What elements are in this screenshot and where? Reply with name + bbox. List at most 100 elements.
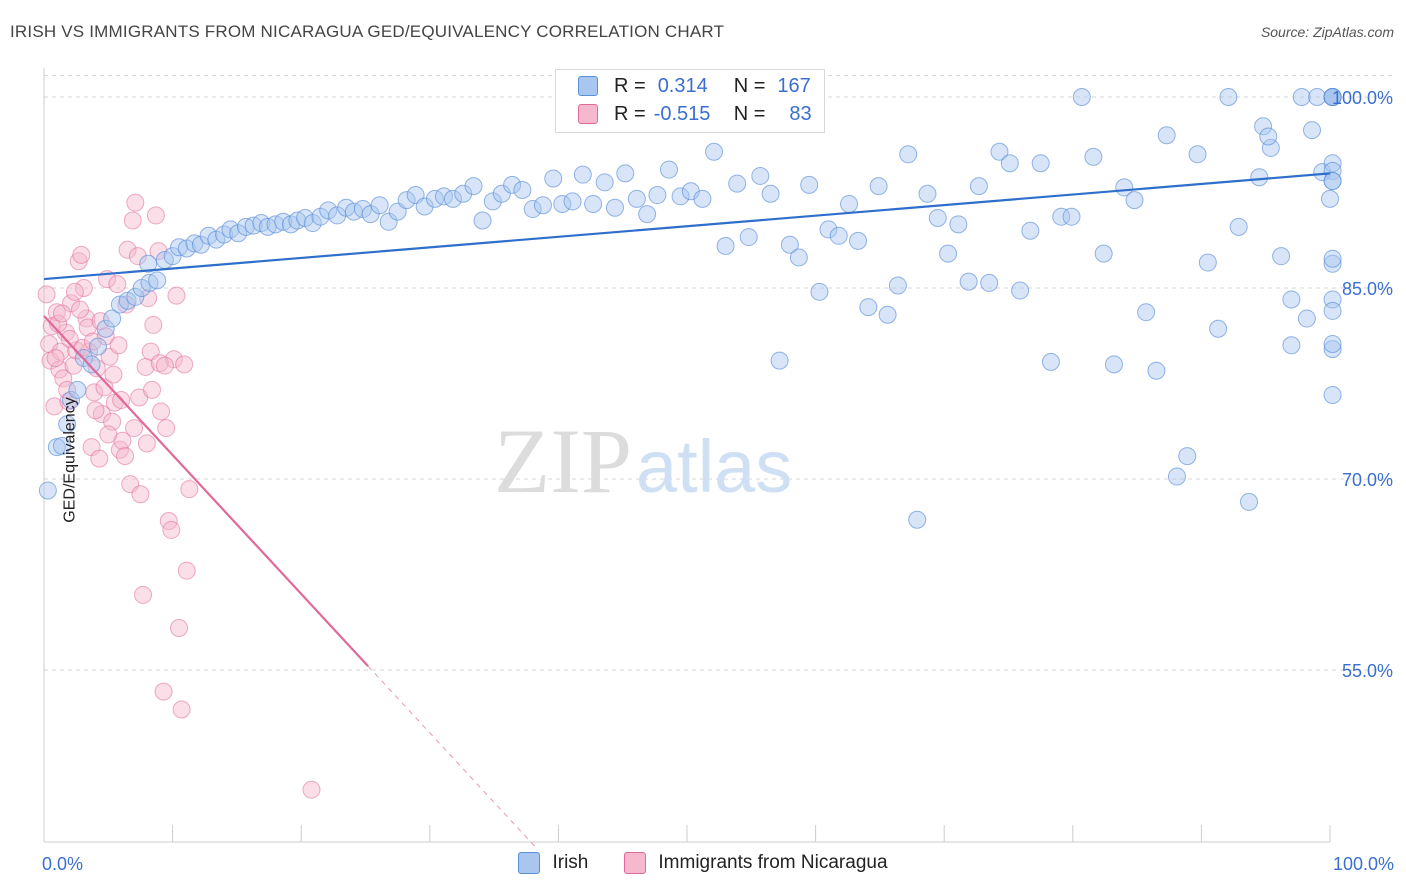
point-irish <box>908 510 927 529</box>
axes <box>43 68 1331 843</box>
point-irish <box>1062 207 1081 226</box>
point-nicaragua <box>155 356 174 375</box>
point-nicaragua <box>167 286 186 305</box>
point-irish <box>1104 355 1123 374</box>
stats-row-irish: R = 0.314 N = 167 <box>556 73 811 99</box>
point-irish <box>939 244 958 263</box>
point-nicaragua <box>46 349 65 368</box>
point-nicaragua <box>125 419 144 438</box>
point-nicaragua <box>149 242 168 261</box>
legend-label-nicaragua: Immigrants from Nicaragua <box>658 852 888 873</box>
point-irish <box>328 206 347 225</box>
point-irish <box>1021 221 1040 240</box>
point-irish <box>553 194 572 213</box>
legend-label-irish: Irish <box>552 852 589 873</box>
point-irish <box>705 142 724 161</box>
point-irish <box>1292 88 1311 106</box>
point-nicaragua <box>53 304 72 323</box>
point-irish <box>1250 168 1269 187</box>
legend: Irish Immigrants from Nicaragua <box>0 852 1406 874</box>
stats-r-value: 0.314 <box>657 74 708 97</box>
point-irish <box>139 254 158 273</box>
point-irish <box>888 276 907 295</box>
point-irish <box>1254 117 1273 136</box>
point-irish <box>980 273 999 292</box>
point-irish <box>1323 254 1342 273</box>
point-nicaragua <box>72 245 91 264</box>
point-irish <box>1000 154 1019 173</box>
point-irish <box>751 166 770 185</box>
point-irish <box>1272 247 1291 266</box>
grid-lines <box>44 75 1395 671</box>
point-irish <box>1323 340 1342 359</box>
point-irish <box>483 192 502 211</box>
trend-irish <box>43 172 1331 281</box>
stats-n-value: 83 <box>789 102 812 125</box>
points-irish <box>38 88 1342 529</box>
point-irish <box>1219 88 1238 106</box>
point-irish <box>899 145 918 164</box>
stats-r-label: R = <box>614 102 646 125</box>
point-irish <box>53 436 72 455</box>
point-irish <box>1323 249 1342 268</box>
stats-r-value: -0.515 <box>653 102 711 125</box>
point-nicaragua <box>128 247 147 266</box>
point-nicaragua <box>177 561 196 580</box>
point-nicaragua <box>157 419 176 438</box>
point-irish <box>62 391 81 410</box>
point-irish <box>739 228 758 247</box>
point-nicaragua <box>95 378 114 397</box>
point-irish <box>829 226 848 245</box>
point-irish <box>789 248 808 267</box>
point-nicaragua <box>37 285 56 304</box>
point-nicaragua <box>116 447 135 466</box>
point-irish <box>1321 189 1339 208</box>
point-irish <box>1041 352 1060 371</box>
point-irish <box>949 215 968 234</box>
point-irish <box>563 192 582 211</box>
point-irish <box>1072 88 1091 106</box>
point-nicaragua <box>144 315 163 334</box>
point-nicaragua <box>71 300 90 319</box>
point-nicaragua <box>154 682 173 701</box>
point-nicaragua <box>175 355 194 374</box>
point-irish <box>800 175 819 194</box>
point-irish <box>1323 301 1342 320</box>
point-irish <box>126 287 145 306</box>
stats-row-nicaragua: R = -0.515 N = 83 <box>556 101 812 127</box>
point-irish <box>58 415 77 434</box>
point-nicaragua <box>58 380 77 399</box>
point-irish <box>523 200 542 219</box>
point-irish <box>103 309 122 328</box>
point-irish <box>1297 309 1316 328</box>
y-tick-label: 100.0% <box>1332 88 1393 108</box>
legend-item-irish: Irish <box>518 852 588 874</box>
point-irish <box>163 247 182 266</box>
point-nicaragua <box>60 329 79 348</box>
point-irish <box>595 173 614 192</box>
point-irish <box>1282 336 1301 355</box>
point-irish <box>627 189 646 208</box>
point-irish <box>96 319 115 338</box>
point-irish <box>1259 127 1278 146</box>
point-irish <box>780 235 799 254</box>
point-nicaragua <box>96 327 115 346</box>
point-irish <box>1261 138 1280 157</box>
point-irish <box>671 187 690 206</box>
point-irish <box>1308 88 1327 106</box>
point-irish <box>1239 492 1258 511</box>
point-irish <box>1031 154 1050 173</box>
points-nicaragua <box>37 193 321 799</box>
point-irish <box>1094 244 1113 263</box>
point-irish <box>928 208 947 227</box>
point-irish <box>969 177 988 196</box>
point-irish <box>379 212 398 231</box>
point-irish <box>464 177 483 196</box>
point-irish <box>1147 361 1166 380</box>
y-tick-label: 70.0% <box>1342 470 1393 490</box>
point-irish <box>1178 447 1197 466</box>
point-irish <box>1323 335 1342 354</box>
point-irish <box>1167 467 1186 486</box>
point-irish <box>544 169 563 188</box>
